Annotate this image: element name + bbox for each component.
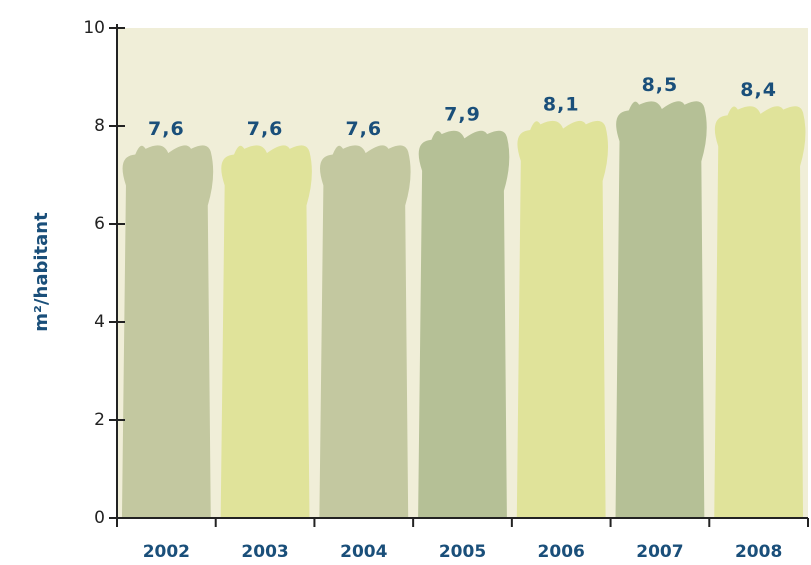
x-tick-label: 2005: [439, 542, 486, 561]
y-tick-label: 0: [94, 508, 105, 528]
tree-bar: [121, 144, 214, 518]
value-label: 8,5: [642, 74, 679, 96]
value-label: 7,6: [148, 118, 185, 140]
value-label: 8,1: [543, 94, 580, 116]
y-tick-label: 6: [94, 214, 105, 234]
value-label: 7,6: [247, 118, 284, 140]
value-label: 7,6: [345, 118, 382, 140]
y-tick-label: 10: [83, 18, 105, 38]
x-tick-label: 2002: [143, 542, 190, 561]
tree-bar: [417, 130, 510, 518]
x-tick-label: 2007: [636, 542, 683, 561]
chart: m²/habitant 7,6 2002 7,6 2003 7,6 2004 7,9 2005…: [0, 0, 811, 561]
value-label: 8,4: [740, 79, 777, 101]
tree-bar: [615, 100, 708, 518]
y-tick-label: 2: [94, 410, 105, 430]
y-axis-title: m²/habitant: [31, 212, 52, 332]
tree-bar: [516, 120, 609, 518]
tree-bar: [220, 144, 313, 518]
x-tick-label: 2004: [340, 542, 387, 561]
x-tick-label: 2006: [538, 542, 585, 561]
y-tick-label: 8: [94, 116, 105, 136]
x-tick-label: 2003: [241, 542, 288, 561]
y-tick-label: 4: [94, 312, 105, 332]
x-tick-label: 2008: [735, 542, 782, 561]
value-label: 7,9: [444, 103, 481, 125]
tree-bar: [713, 105, 806, 518]
tree-bar: [318, 144, 411, 518]
